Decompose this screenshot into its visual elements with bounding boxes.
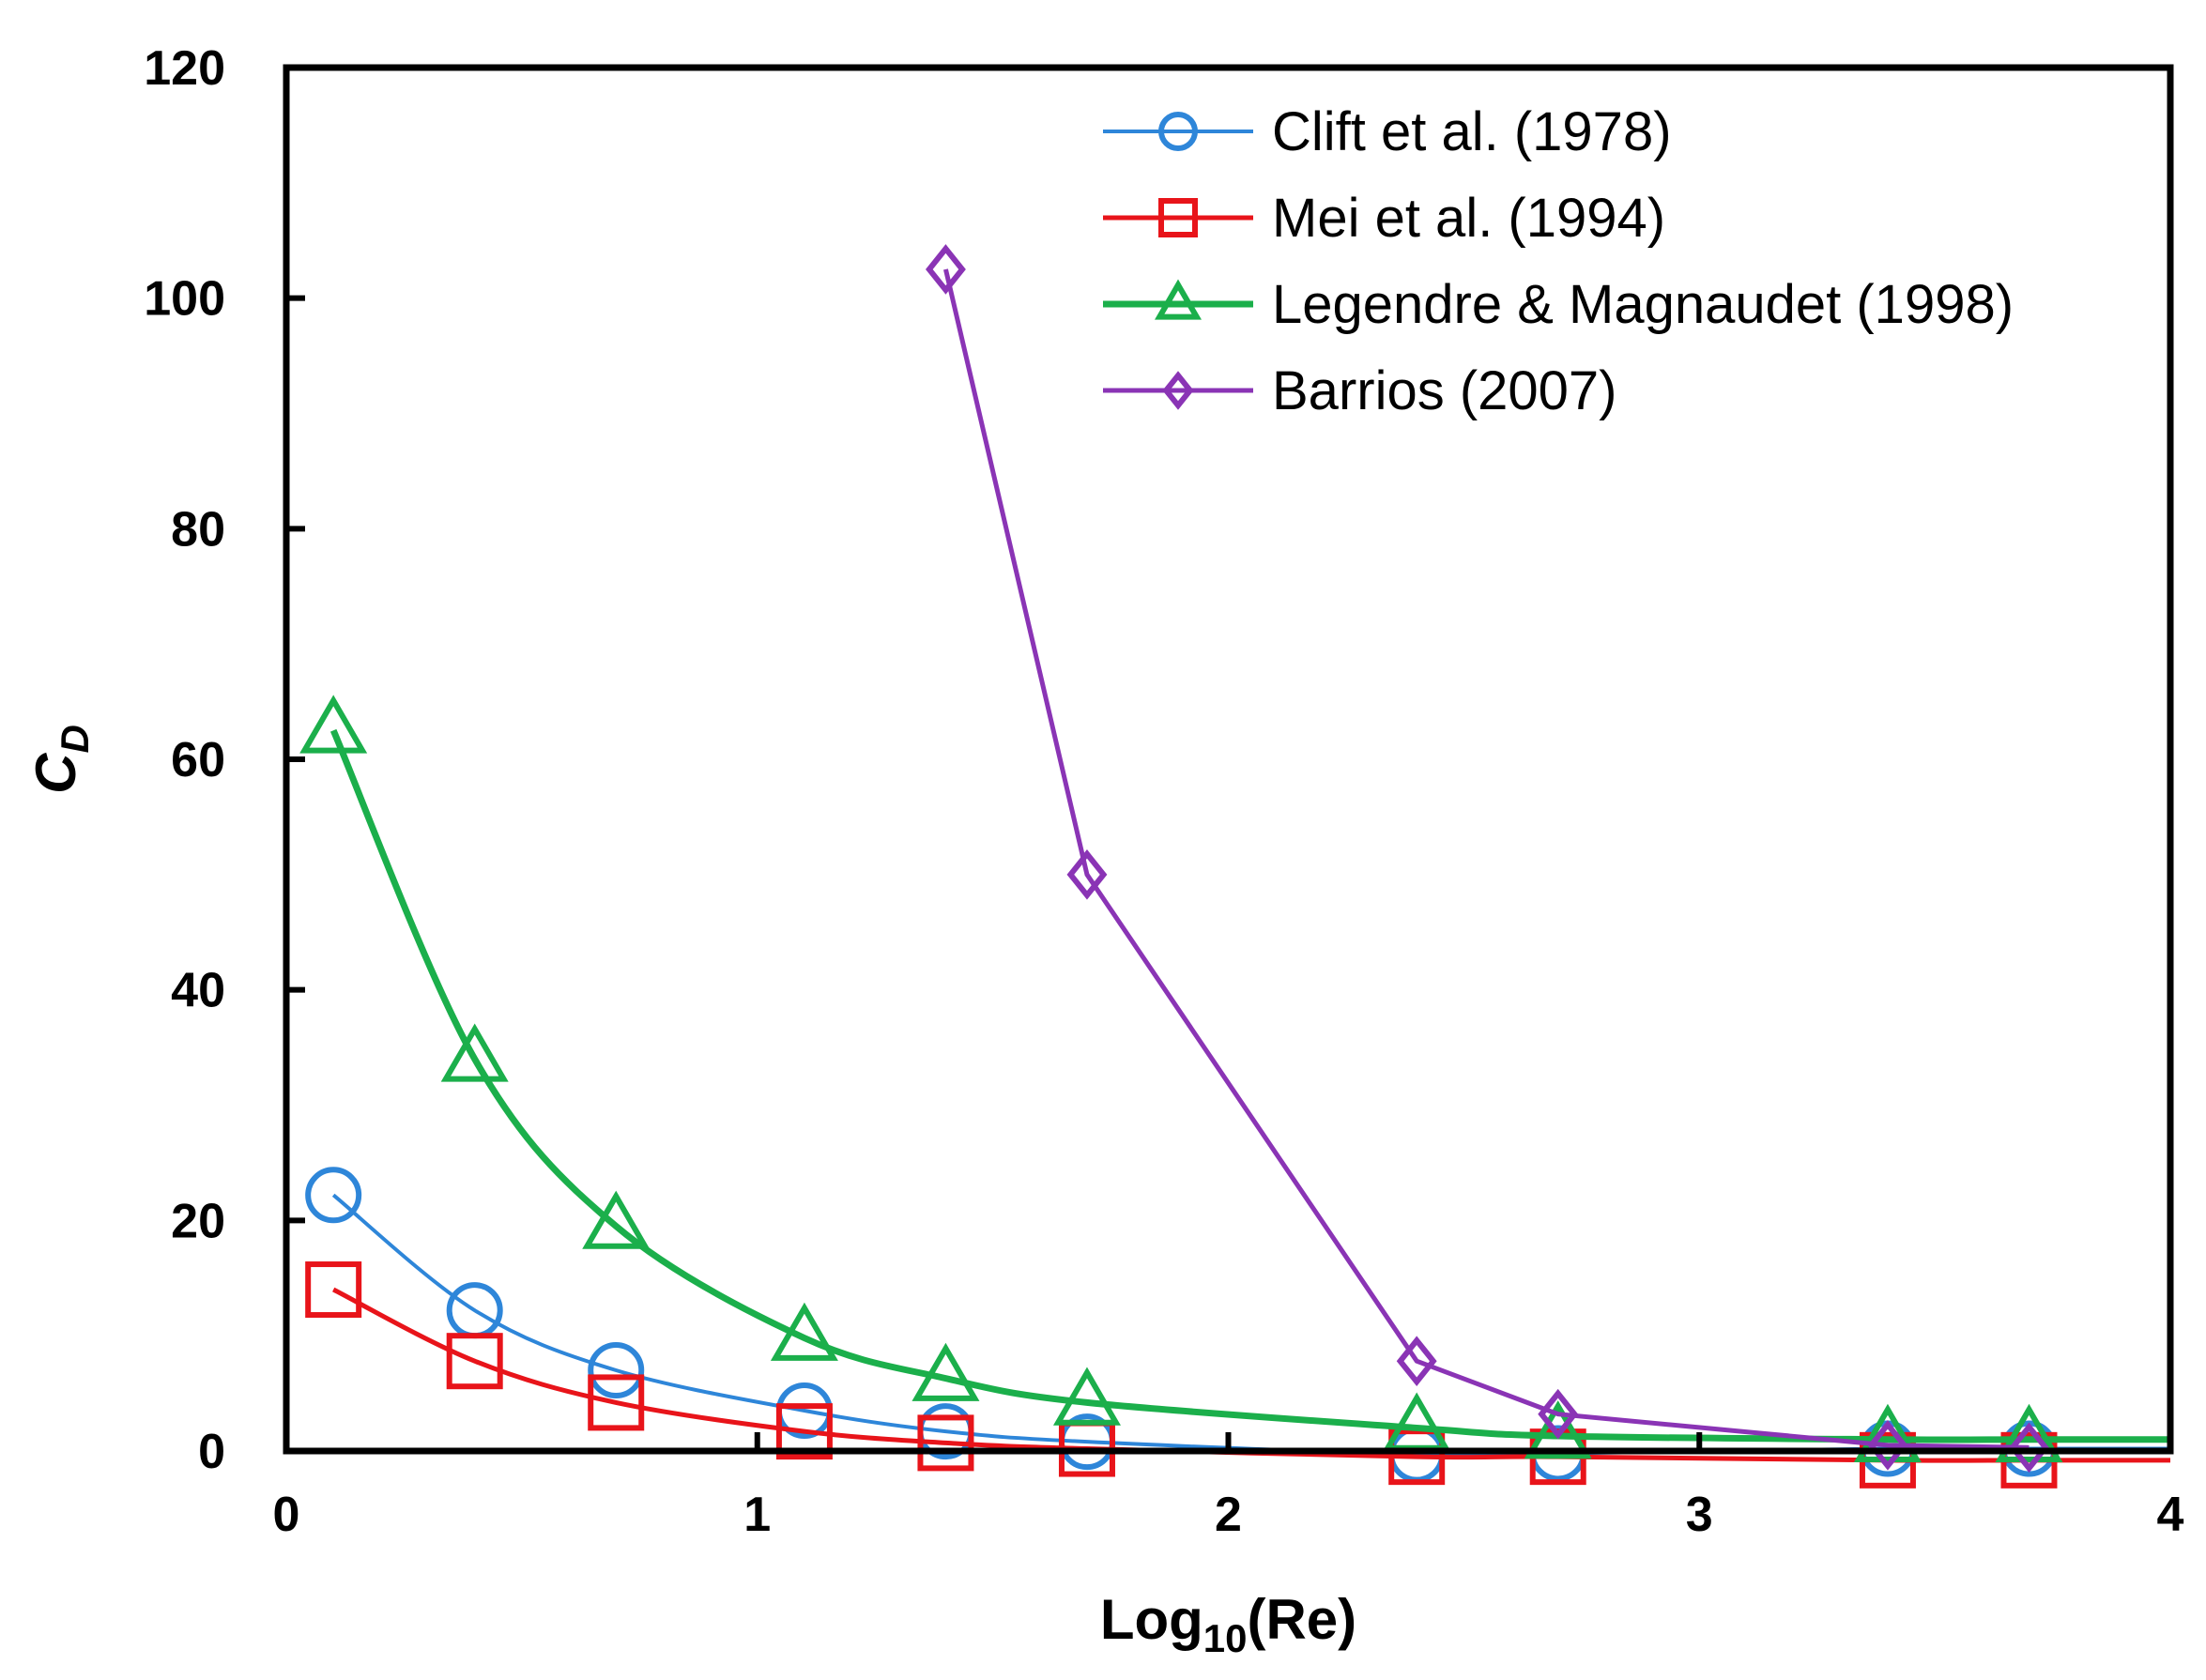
legend-label: Clift et al. (1978) bbox=[1272, 101, 1672, 162]
legend-label: Mei et al. (1994) bbox=[1272, 188, 1665, 249]
data-point bbox=[1388, 1428, 1446, 1486]
data-point bbox=[582, 1190, 651, 1249]
legend-marker bbox=[1158, 198, 1198, 237]
data-point bbox=[305, 1261, 362, 1319]
data-point bbox=[1867, 1420, 1908, 1471]
x-axis-title-prefix: Log bbox=[1100, 1588, 1203, 1651]
data-point bbox=[1052, 1367, 1121, 1426]
data-point bbox=[1995, 1403, 2063, 1462]
data-point bbox=[770, 1302, 838, 1361]
legend-entry: Legendre & Magnaudet (1998) bbox=[1103, 274, 2014, 335]
series-line bbox=[943, 268, 2030, 1450]
data-point bbox=[917, 1414, 974, 1472]
data-point bbox=[299, 695, 368, 754]
legend-label: Legendre & Magnaudet (1998) bbox=[1272, 274, 2014, 335]
series-triangle bbox=[299, 695, 2170, 1462]
y-axis-title-sub: D bbox=[53, 725, 97, 753]
data-point bbox=[1396, 1336, 1437, 1386]
y-tick-label: 120 bbox=[144, 41, 225, 96]
legend-entry: Mei et al. (1994) bbox=[1103, 188, 1665, 249]
y-tick-label: 0 bbox=[198, 1425, 225, 1479]
legend-entry: Barrios (2007) bbox=[1103, 360, 1616, 421]
legend-marker bbox=[1158, 112, 1198, 151]
y-axis-title: CD bbox=[24, 725, 97, 794]
data-point bbox=[588, 1374, 645, 1431]
data-point bbox=[440, 1023, 509, 1082]
data-point bbox=[588, 1342, 645, 1399]
data-point bbox=[1853, 1403, 1922, 1462]
series-layer bbox=[299, 244, 2170, 1489]
series-line bbox=[329, 728, 2170, 1443]
data-point bbox=[1524, 1400, 1592, 1459]
x-tick-label: 2 bbox=[1215, 1488, 1242, 1542]
x-tick-label: 1 bbox=[743, 1488, 771, 1542]
legend-marker bbox=[1162, 371, 1194, 410]
x-axis-title-suffix: (Re) bbox=[1248, 1588, 1357, 1651]
legend-entry: Clift et al. (1978) bbox=[1103, 101, 1672, 162]
y-tick-label: 20 bbox=[171, 1194, 225, 1248]
y-tick-label: 40 bbox=[171, 964, 225, 1018]
data-point bbox=[446, 1333, 503, 1390]
y-axis-title-main: C bbox=[24, 752, 87, 794]
series-diamond bbox=[926, 244, 2049, 1474]
x-tick-label: 0 bbox=[273, 1488, 300, 1542]
data-point bbox=[926, 244, 966, 295]
y-tick-label: 100 bbox=[144, 272, 225, 327]
y-tick-label: 80 bbox=[171, 502, 225, 557]
data-point bbox=[305, 1167, 362, 1224]
legend-label: Barrios (2007) bbox=[1272, 360, 1616, 421]
x-axis-title: Log10(Re) bbox=[1100, 1588, 1356, 1660]
data-point bbox=[775, 1403, 833, 1460]
legend: Clift et al. (1978) Mei et al. (1994) Lege… bbox=[1103, 101, 2014, 421]
data-point bbox=[1538, 1388, 1579, 1440]
y-tick-label: 60 bbox=[171, 733, 225, 787]
legend-marker bbox=[1154, 279, 1203, 320]
data-point bbox=[2009, 1422, 2049, 1474]
x-tick-label: 3 bbox=[1686, 1488, 1713, 1542]
x-axis-title-sub: 10 bbox=[1203, 1616, 1248, 1660]
data-point bbox=[1066, 849, 1108, 900]
x-tick-label: 4 bbox=[2157, 1488, 2184, 1542]
data-point bbox=[912, 1342, 980, 1401]
